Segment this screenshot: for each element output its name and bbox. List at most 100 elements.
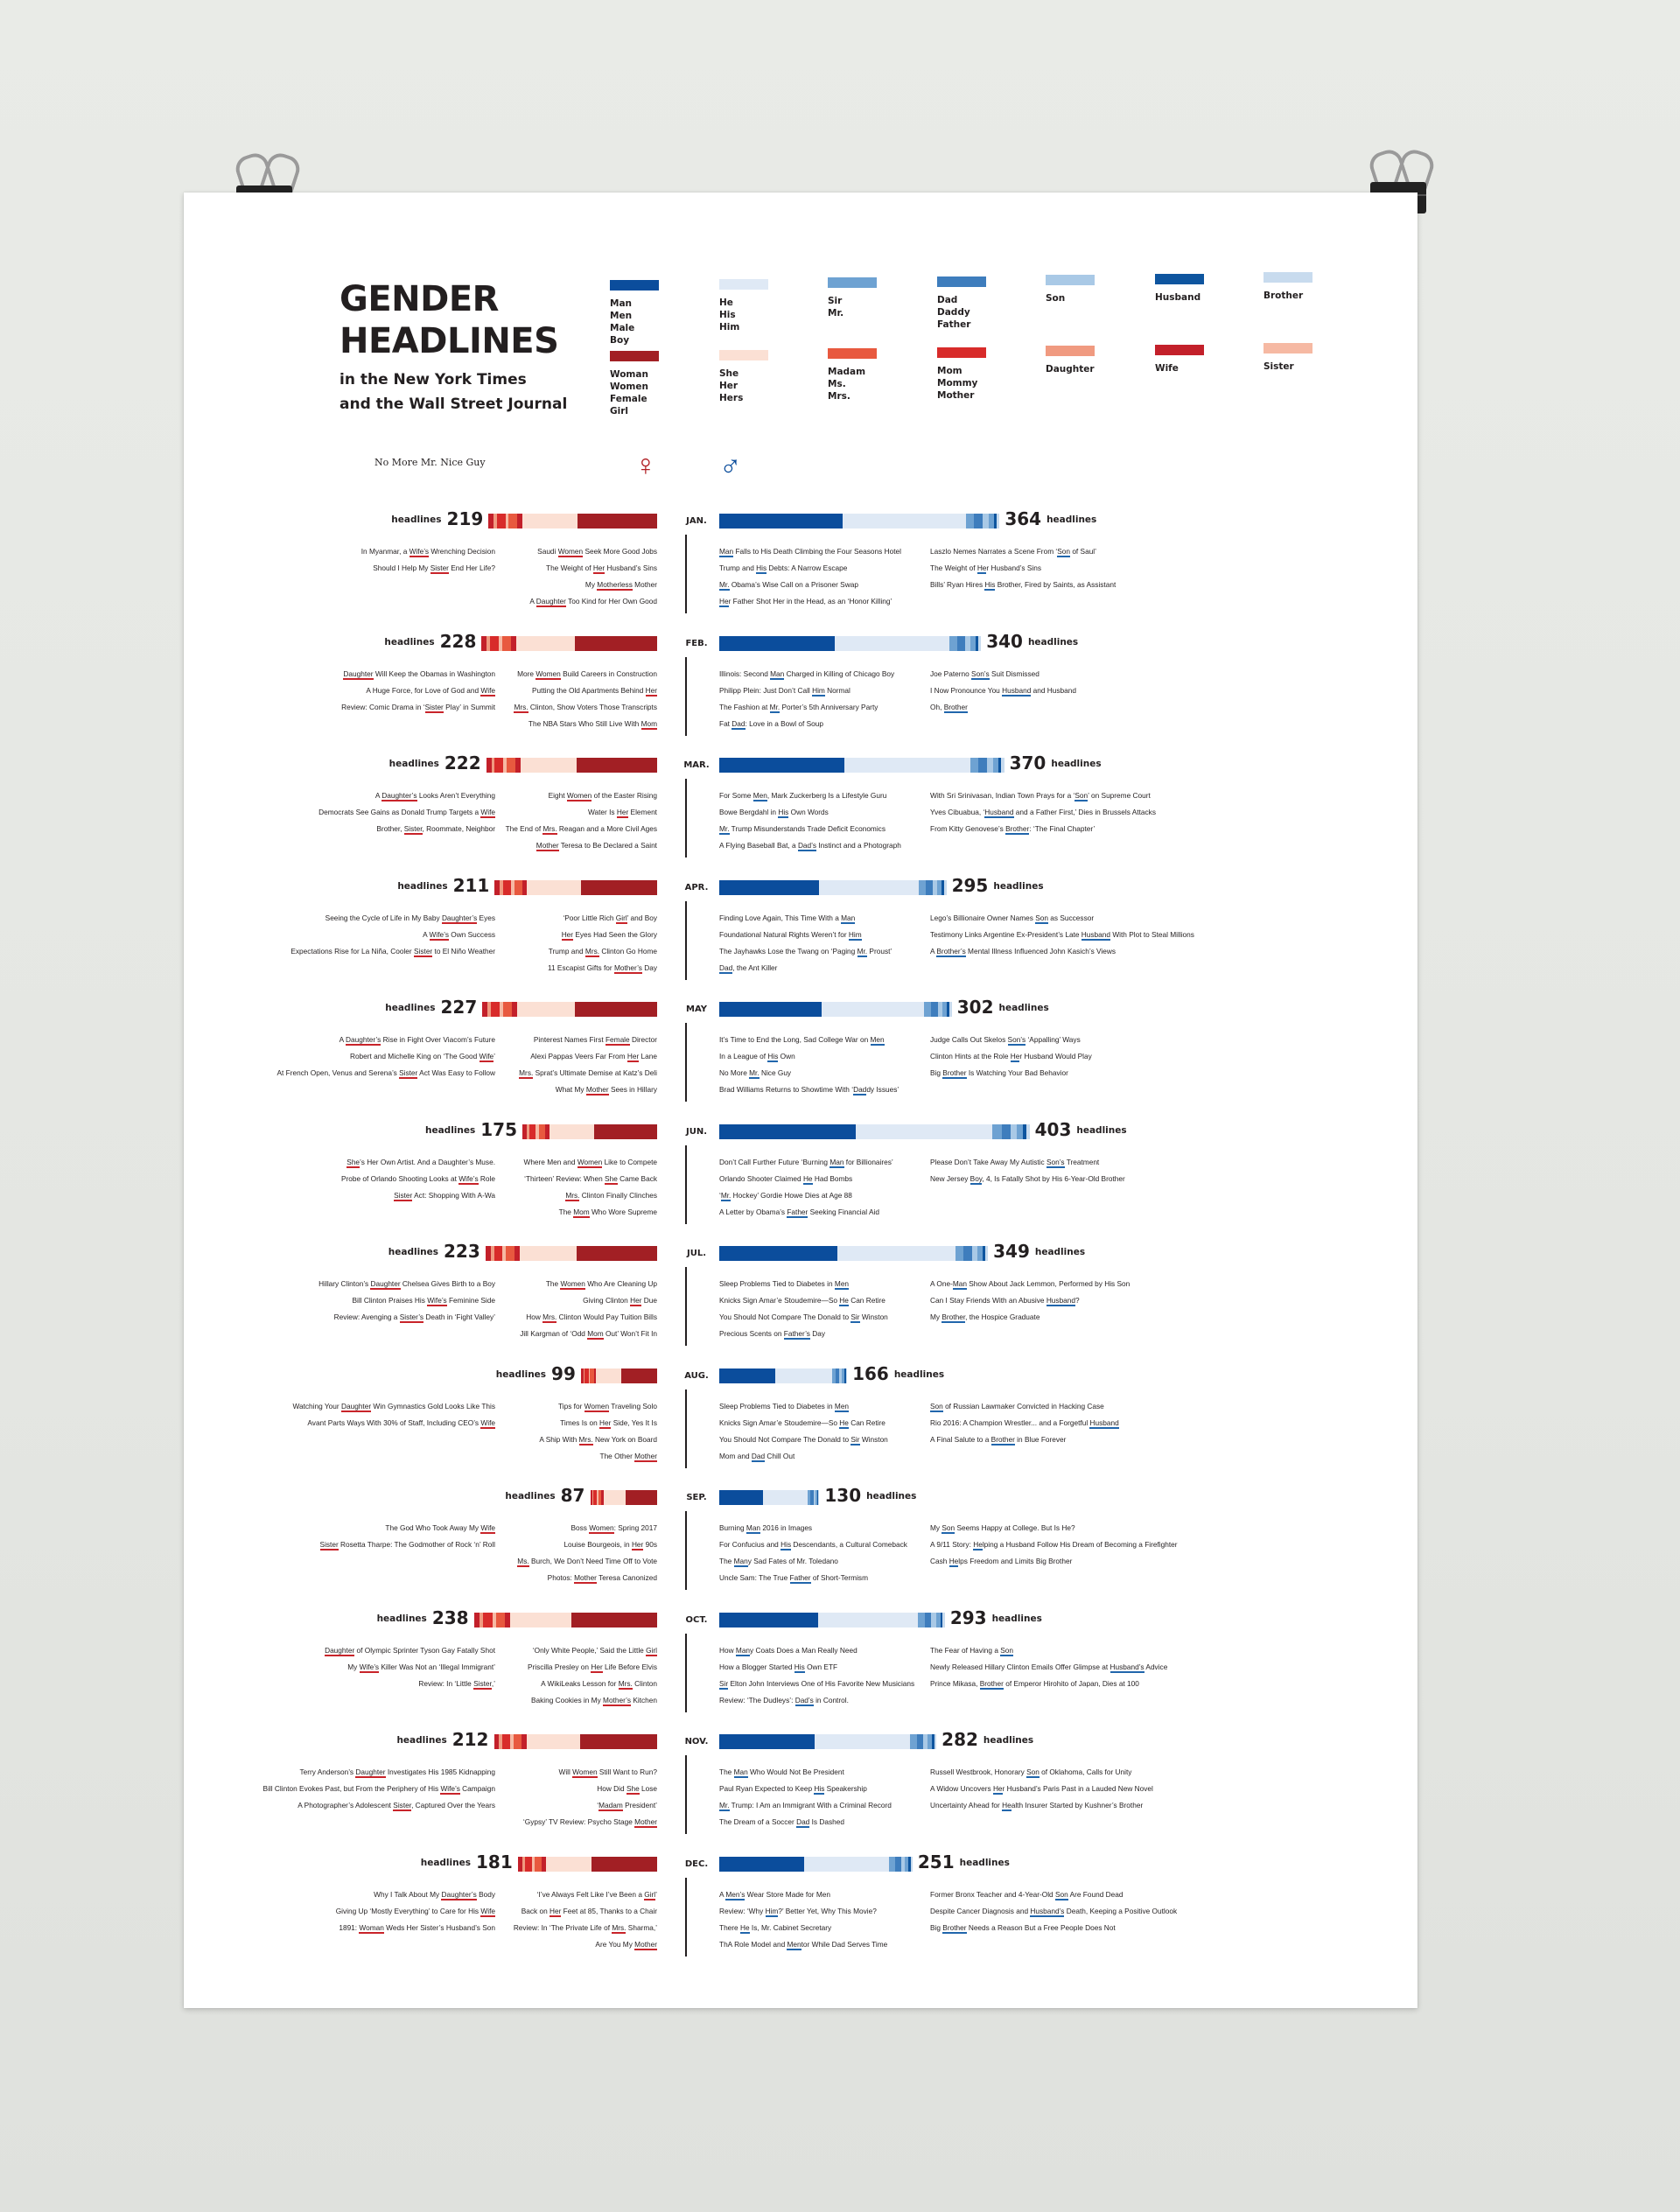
legend-label: Dad Daddy Father [937, 294, 971, 330]
headline: Clinton Hints at the Role Her Husband Wo… [930, 1052, 1092, 1062]
gendered-word: Daughter’s [346, 1035, 382, 1046]
headline: A Daughter’s Looks Aren’t Everything [374, 791, 495, 802]
bar-segment [514, 1246, 521, 1261]
male-bar [719, 1124, 1030, 1139]
bar-segment [526, 1124, 529, 1139]
bar-segment [935, 1612, 941, 1628]
count-value: 251 [917, 1851, 955, 1872]
bar-segment [494, 1734, 500, 1749]
headline: ‘Mr. Hockey’ Gordie Howe Dies at Age 88 [719, 1190, 852, 1201]
gendered-word: Men [752, 791, 767, 802]
headline: The Many Sad Fates of Mr. Toledano [719, 1557, 838, 1567]
gendered-word: Mr. [749, 1068, 760, 1079]
gendered-word: Women [536, 668, 561, 680]
male-count: 130 headlines [824, 1485, 921, 1506]
female-count: headlines 222 [384, 752, 481, 774]
headline: Review: In ‘Little Sister,’ [418, 1678, 495, 1690]
headlines-label: headlines [959, 1857, 1010, 1868]
headline: Russell Westbrook, Honorary Son of Oklah… [930, 1768, 1132, 1778]
bar-segment [510, 879, 514, 895]
bar-segment [810, 1490, 814, 1505]
bar-segment [536, 1124, 539, 1139]
headline: A One-Man Show About Jack Lemmon, Perfor… [930, 1279, 1130, 1290]
bar-segment [494, 514, 497, 528]
headline-column: Boss Women: Spring 2017 Louise Bourgeois,… [517, 1520, 657, 1586]
legend-label: Sister [1264, 361, 1294, 372]
gendered-word: Mother’s [603, 1695, 632, 1706]
gendered-word: Mrs. [578, 1434, 593, 1446]
bar-segment [516, 635, 575, 651]
gendered-word: Her [630, 1296, 642, 1306]
bar-segment [490, 1246, 494, 1261]
bar-segment [763, 1490, 808, 1505]
gendered-word: Mrs. [584, 946, 600, 957]
female-count: headlines 238 [372, 1607, 469, 1628]
bar-segment [813, 1490, 816, 1505]
bar-segment [517, 514, 522, 528]
bar-segment [933, 879, 938, 895]
gendered-word: He [1010, 1052, 1020, 1062]
bar-segment [1017, 1124, 1024, 1139]
gendered-word: Son [1054, 1889, 1068, 1900]
legend-swatch [719, 349, 768, 360]
female-bar [482, 1002, 657, 1017]
headlines-label: headlines [384, 636, 435, 648]
bar-segment [583, 1368, 585, 1383]
gendered-word: Wife’s [429, 929, 449, 941]
bar-segment [528, 1124, 536, 1139]
month-row: FEB. headlines 228 340 headlines Daughter Wil… [184, 631, 1418, 759]
bar-segment [593, 1124, 657, 1139]
gendered-word: Wife’s [440, 1784, 460, 1795]
bar-segment [842, 514, 966, 528]
gendered-word: Wife’s [409, 547, 430, 557]
bar-segment [501, 1734, 511, 1749]
bar-segment [580, 1734, 657, 1749]
legend-label: Man Men Male Boy [610, 298, 635, 346]
legend-item-male: Man Men Male Boy [610, 280, 662, 346]
headline: Bill Clinton Evokes Past, but From the P… [262, 1784, 495, 1795]
headline: Yves Cibuabua, ‘Husband and a Father Fir… [930, 808, 1156, 818]
month-row: JUL. headlines 223 349 headlines Hillary Clin… [184, 1241, 1418, 1368]
bar-segment [580, 1368, 584, 1383]
headline: My Brother, the Hospice Graduate [930, 1312, 1040, 1323]
headline: Mrs. Sprat’s Ultimate Demise at Katz’s D… [519, 1068, 657, 1079]
headline: A Daughter’s Rise in Fight Over Viacom’s… [339, 1035, 495, 1046]
female-bar [473, 1612, 657, 1628]
female-bar [494, 1734, 657, 1749]
gendered-word: Dad [732, 718, 746, 730]
bar-segment [965, 635, 971, 651]
bar-segment [500, 1002, 504, 1017]
headline: My Son Seems Happy at College. But Is He… [930, 1523, 1075, 1534]
month-row: JAN. headlines 219 364 headlines In Myanmar, … [184, 508, 1418, 636]
month-row: MAR. headlines 222 370 headlines A Daughter’s… [184, 752, 1418, 880]
gendered-word: Him [765, 1906, 779, 1917]
bar-segment [512, 1002, 518, 1017]
bar-segment [495, 1612, 506, 1628]
bar-segment [584, 1368, 589, 1383]
legend-label: Woman Women Female Girl [610, 369, 648, 416]
headline: Can I Stay Friends With an Abusive Husba… [930, 1296, 1080, 1306]
gendered-word: Man [735, 1645, 751, 1656]
headline-column: Saudi Women Seek More Good Jobs The Weigh… [529, 543, 657, 610]
bar-segment [507, 758, 515, 773]
bar-segment [923, 1734, 928, 1749]
bar-segment [992, 758, 999, 773]
gendered-word: Brother [942, 1312, 966, 1323]
bar-segment [522, 514, 578, 528]
legend-item-male: Son [1046, 275, 1098, 304]
male-count: 282 headlines [942, 1729, 1039, 1750]
headline-column: Will Women Still Want to Run? How Did She… [523, 1764, 657, 1830]
legend-item-female: Mom Mommy Mother [937, 346, 990, 402]
headline: Probe of Orlando Shooting Looks at Wife’… [340, 1173, 495, 1185]
gendered-word: Her [631, 1540, 644, 1550]
bar-segment [976, 635, 979, 651]
headline-column: A Daughter’s Looks Aren’t Everything Demo… [318, 788, 495, 837]
bar-segment [923, 1002, 931, 1017]
gendered-word: Son [930, 1401, 943, 1412]
headline: A WikiLeaks Lesson for Mrs. Clinton [541, 1678, 657, 1690]
bar-segment [719, 1368, 776, 1383]
bar-segment [517, 1856, 522, 1872]
headline: 1891: Woman Weds Her Sister’s Husband’s … [339, 1922, 495, 1934]
bar-segment [491, 758, 495, 773]
headline-column: Illinois: Second Man Charged in Killing … [719, 666, 894, 732]
